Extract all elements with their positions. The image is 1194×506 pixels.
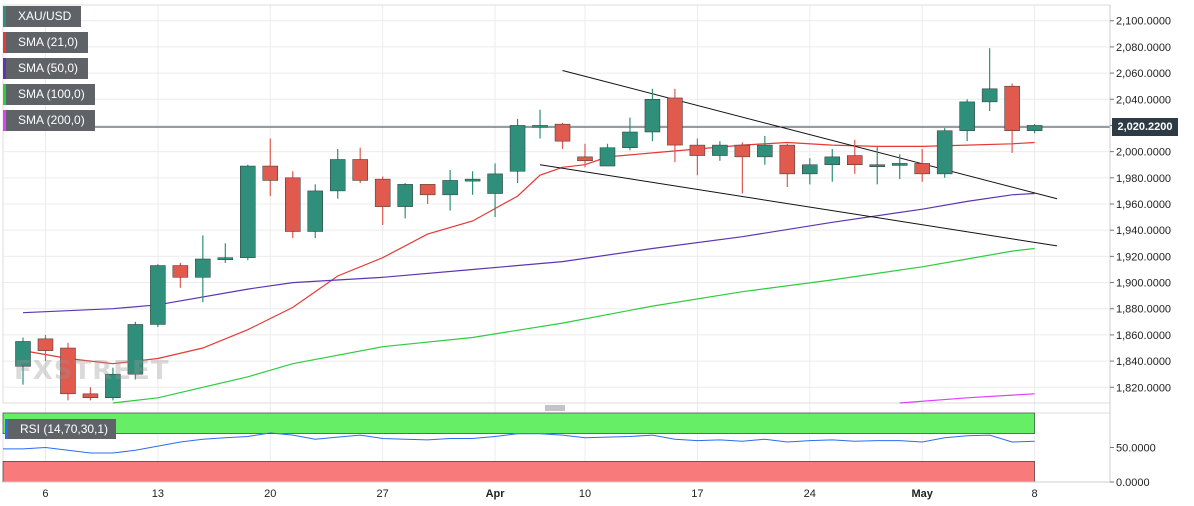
y-tick-label: 1,820.0000 bbox=[1116, 382, 1171, 394]
candle-body bbox=[37, 338, 54, 351]
candle-body bbox=[195, 258, 211, 278]
candle-body bbox=[847, 155, 863, 165]
candle-body bbox=[869, 164, 885, 167]
candle-body bbox=[127, 324, 144, 375]
candle-body bbox=[374, 178, 391, 207]
x-axis: 6 13 20 27 Apr 10 17 24 May 8 bbox=[3, 481, 1110, 500]
y-tick-label: 2,060.0000 bbox=[1116, 68, 1171, 80]
candle-body bbox=[554, 123, 571, 142]
x-tick-label: 13 bbox=[152, 488, 164, 500]
y-tick-label: 1,840.0000 bbox=[1116, 356, 1171, 368]
candle-body bbox=[757, 144, 773, 158]
candle-body bbox=[981, 88, 998, 103]
candle-body bbox=[689, 144, 706, 156]
candle-body bbox=[667, 97, 683, 146]
y-tick-label: 2,040.0000 bbox=[1116, 94, 1171, 106]
legend-item[interactable]: SMA (50,0) bbox=[3, 58, 89, 79]
candle-body bbox=[914, 163, 930, 175]
candle-body bbox=[352, 159, 368, 181]
candle-body bbox=[442, 180, 458, 196]
candle-body bbox=[936, 130, 953, 175]
candle-body bbox=[577, 156, 593, 162]
sma-line bbox=[112, 247, 1035, 404]
candle-body bbox=[1004, 85, 1020, 131]
rsi-legend[interactable]: RSI (14,70,30,1) bbox=[5, 419, 117, 439]
x-tick-label: 17 bbox=[691, 488, 703, 500]
candle-body bbox=[150, 265, 166, 325]
candle-body bbox=[217, 257, 234, 260]
candle-body bbox=[1026, 125, 1043, 131]
y-tick-label: 1,980.0000 bbox=[1116, 173, 1171, 185]
x-tick-label: 24 bbox=[804, 488, 816, 500]
sma-line bbox=[22, 141, 1035, 365]
trendline bbox=[562, 69, 1058, 200]
legend-item[interactable]: SMA (200,0) bbox=[3, 110, 95, 131]
y-tick-label: 1,960.0000 bbox=[1116, 199, 1171, 211]
y-tick-label: 1,860.0000 bbox=[1116, 330, 1171, 342]
y-tick-label: 1,900.0000 bbox=[1116, 278, 1171, 290]
y-tick-label: 1,940.0000 bbox=[1116, 225, 1171, 237]
legend-item[interactable]: SMA (21,0) bbox=[3, 32, 89, 53]
candle-body bbox=[60, 347, 76, 395]
candle-body bbox=[15, 341, 31, 367]
legend-item[interactable]: XAU/USD bbox=[3, 6, 82, 27]
rsi-line bbox=[3, 432, 1035, 454]
candle-body bbox=[82, 393, 99, 399]
rsi-line-path bbox=[3, 432, 1035, 454]
x-tick-label: 27 bbox=[377, 488, 389, 500]
y-tick-label: 2,100.0000 bbox=[1116, 16, 1171, 28]
candle-body bbox=[105, 373, 121, 399]
sma-lines bbox=[22, 141, 1035, 404]
watermark: FXSTREET bbox=[14, 356, 170, 386]
candle-body bbox=[262, 165, 279, 181]
candle-body bbox=[397, 184, 413, 207]
sma-line bbox=[899, 393, 1035, 404]
candle-body bbox=[307, 190, 323, 232]
candle-body bbox=[509, 125, 526, 172]
candle-body bbox=[734, 144, 751, 158]
candle-body bbox=[172, 265, 189, 278]
candle-body bbox=[487, 173, 503, 194]
y-tick-label: 2,080.0000 bbox=[1116, 42, 1171, 54]
candle-body bbox=[959, 101, 975, 131]
x-tick-label: May bbox=[911, 488, 933, 500]
y-tick-label: 1,880.0000 bbox=[1116, 304, 1171, 316]
candle-body bbox=[891, 163, 908, 166]
candle-body bbox=[779, 144, 796, 175]
candle-body bbox=[532, 125, 548, 128]
x-tick-label: 20 bbox=[264, 488, 276, 500]
rsi-y-tick-label: 0.0000 bbox=[1116, 477, 1150, 489]
candle-body bbox=[824, 156, 841, 165]
candle-body bbox=[329, 159, 346, 192]
x-tick-label: 6 bbox=[42, 488, 48, 500]
x-tick-label: Apr bbox=[486, 488, 506, 500]
x-tick-label: 10 bbox=[579, 488, 591, 500]
candle-body bbox=[644, 99, 661, 133]
rsi-oversold-zone bbox=[2, 460, 1035, 483]
legend-item[interactable]: SMA (100,0) bbox=[3, 84, 95, 105]
trendlines bbox=[539, 69, 1058, 247]
sma-line bbox=[22, 192, 1035, 314]
rsi-y-axis: 50.0000 0.0000 bbox=[1110, 443, 1156, 489]
x-tick-label: 8 bbox=[1032, 488, 1038, 500]
candle-body bbox=[240, 165, 256, 258]
candle-body bbox=[622, 131, 638, 148]
candle-body bbox=[802, 164, 818, 175]
current-price-tag: 2,020.2200 bbox=[1112, 118, 1178, 136]
candles bbox=[15, 48, 1043, 401]
rsi-bands bbox=[2, 412, 1035, 483]
rsi-y-tick-label: 50.0000 bbox=[1116, 443, 1156, 455]
candle-body bbox=[285, 177, 301, 232]
y-tick-label: 1,920.0000 bbox=[1116, 251, 1171, 263]
candle-body bbox=[419, 184, 436, 196]
rsi-overbought-zone bbox=[2, 412, 1035, 435]
y-axis: 1,820.0000 1,840.0000 1,860.0000 1,880.0000… bbox=[1109, 5, 1171, 482]
y-tick-label: 2,000.0000 bbox=[1116, 147, 1171, 159]
candle-body bbox=[712, 144, 728, 156]
candle-body bbox=[599, 147, 616, 167]
candle-body bbox=[464, 178, 481, 182]
trendline bbox=[539, 164, 1058, 247]
